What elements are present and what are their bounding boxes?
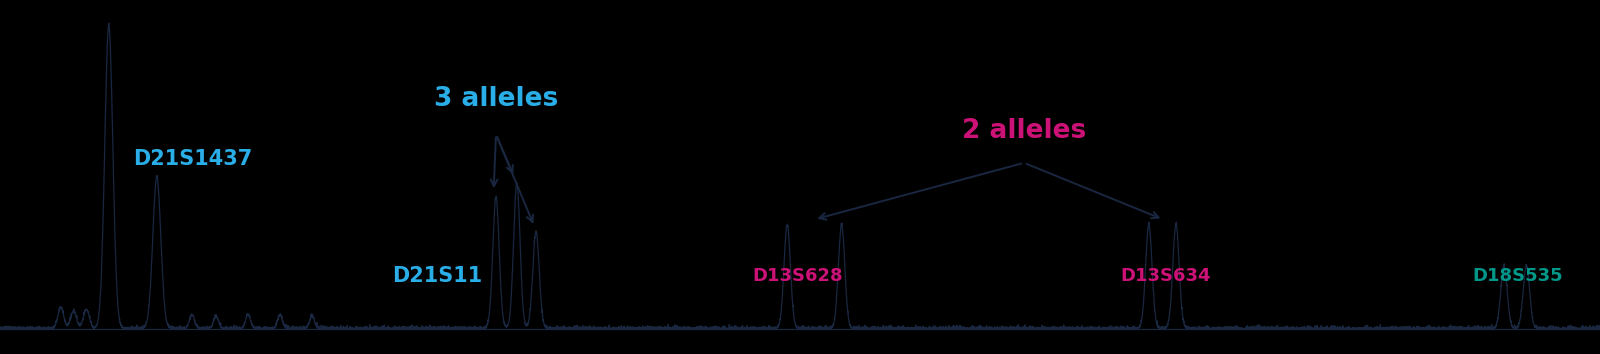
Text: D18S535: D18S535 (1472, 267, 1563, 285)
Text: 3 alleles: 3 alleles (434, 86, 558, 112)
Text: D13S628: D13S628 (752, 267, 843, 285)
Text: D21S11: D21S11 (392, 266, 482, 286)
Text: D13S634: D13S634 (1120, 267, 1211, 285)
Text: D21S1437: D21S1437 (133, 149, 253, 169)
Text: 2 alleles: 2 alleles (962, 118, 1086, 144)
